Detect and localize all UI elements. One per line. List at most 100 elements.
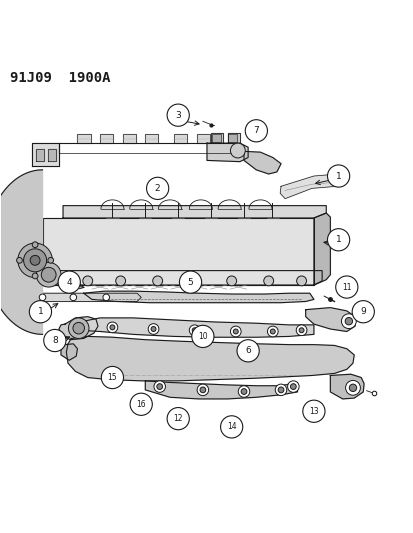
Circle shape xyxy=(167,104,189,126)
Polygon shape xyxy=(100,134,113,143)
Polygon shape xyxy=(145,134,158,143)
Circle shape xyxy=(48,257,54,263)
Text: 9: 9 xyxy=(360,307,365,316)
Circle shape xyxy=(148,324,159,334)
Text: 1: 1 xyxy=(335,172,341,181)
Polygon shape xyxy=(48,149,56,161)
Circle shape xyxy=(290,384,296,390)
Polygon shape xyxy=(34,271,321,285)
Circle shape xyxy=(327,229,349,251)
Polygon shape xyxy=(0,170,43,334)
Circle shape xyxy=(101,366,123,389)
Circle shape xyxy=(237,386,249,397)
Polygon shape xyxy=(145,381,297,399)
Circle shape xyxy=(58,271,80,293)
Text: 10: 10 xyxy=(197,332,207,341)
Polygon shape xyxy=(313,213,330,285)
Polygon shape xyxy=(83,291,313,303)
Circle shape xyxy=(237,340,259,362)
Text: 2: 2 xyxy=(154,184,160,193)
Polygon shape xyxy=(174,134,187,143)
Polygon shape xyxy=(43,218,313,285)
Text: 12: 12 xyxy=(173,414,183,423)
Polygon shape xyxy=(330,374,363,399)
Circle shape xyxy=(154,381,165,392)
Circle shape xyxy=(263,276,273,286)
Text: 11: 11 xyxy=(341,282,351,292)
Circle shape xyxy=(41,268,56,282)
Circle shape xyxy=(152,276,162,286)
Text: 3: 3 xyxy=(175,111,180,120)
Circle shape xyxy=(278,387,283,393)
Polygon shape xyxy=(243,151,280,174)
Circle shape xyxy=(179,271,201,293)
Polygon shape xyxy=(228,134,237,142)
Circle shape xyxy=(199,387,205,393)
Polygon shape xyxy=(211,134,221,142)
Circle shape xyxy=(267,326,278,337)
Text: 13: 13 xyxy=(309,407,318,416)
Text: 4: 4 xyxy=(66,278,72,287)
Polygon shape xyxy=(32,143,59,166)
Polygon shape xyxy=(280,174,346,199)
Polygon shape xyxy=(196,134,209,143)
Circle shape xyxy=(270,329,275,334)
Polygon shape xyxy=(59,317,98,340)
Text: 5: 5 xyxy=(187,278,193,287)
Circle shape xyxy=(192,328,197,333)
Polygon shape xyxy=(26,293,141,302)
Polygon shape xyxy=(122,134,135,143)
Circle shape xyxy=(36,262,61,287)
Circle shape xyxy=(226,276,236,286)
Circle shape xyxy=(103,294,109,301)
Circle shape xyxy=(151,327,156,332)
Text: 8: 8 xyxy=(52,336,57,345)
Text: 15: 15 xyxy=(107,373,117,382)
Polygon shape xyxy=(227,133,239,143)
Circle shape xyxy=(73,322,84,334)
Circle shape xyxy=(146,177,169,199)
Polygon shape xyxy=(206,143,247,161)
Circle shape xyxy=(220,416,242,438)
Circle shape xyxy=(351,301,373,323)
Circle shape xyxy=(39,294,46,301)
Circle shape xyxy=(327,165,349,187)
Circle shape xyxy=(191,325,214,348)
Circle shape xyxy=(341,314,356,329)
Polygon shape xyxy=(211,133,223,143)
Circle shape xyxy=(60,276,70,286)
Circle shape xyxy=(230,143,244,158)
Circle shape xyxy=(18,243,52,278)
Circle shape xyxy=(244,120,267,142)
Circle shape xyxy=(189,276,199,286)
Circle shape xyxy=(197,384,208,395)
Circle shape xyxy=(345,381,359,395)
Circle shape xyxy=(302,400,324,422)
Circle shape xyxy=(130,393,152,415)
Circle shape xyxy=(110,325,115,330)
Polygon shape xyxy=(77,134,90,143)
Text: 1: 1 xyxy=(38,307,43,316)
Circle shape xyxy=(287,381,298,392)
Circle shape xyxy=(298,328,303,333)
Polygon shape xyxy=(66,336,354,381)
Circle shape xyxy=(68,318,89,338)
Text: 1: 1 xyxy=(335,235,341,244)
Circle shape xyxy=(189,325,199,336)
Circle shape xyxy=(335,276,357,298)
Polygon shape xyxy=(79,318,313,337)
Circle shape xyxy=(240,389,246,394)
Polygon shape xyxy=(26,291,34,302)
Polygon shape xyxy=(63,206,325,218)
Text: 14: 14 xyxy=(226,422,236,431)
Polygon shape xyxy=(305,308,354,332)
Circle shape xyxy=(157,384,162,390)
Circle shape xyxy=(17,257,22,263)
Text: 16: 16 xyxy=(136,400,146,409)
Circle shape xyxy=(344,318,352,325)
Circle shape xyxy=(349,384,356,392)
Polygon shape xyxy=(61,344,77,360)
Circle shape xyxy=(83,276,93,286)
Text: 6: 6 xyxy=(244,346,250,356)
Circle shape xyxy=(44,329,66,352)
